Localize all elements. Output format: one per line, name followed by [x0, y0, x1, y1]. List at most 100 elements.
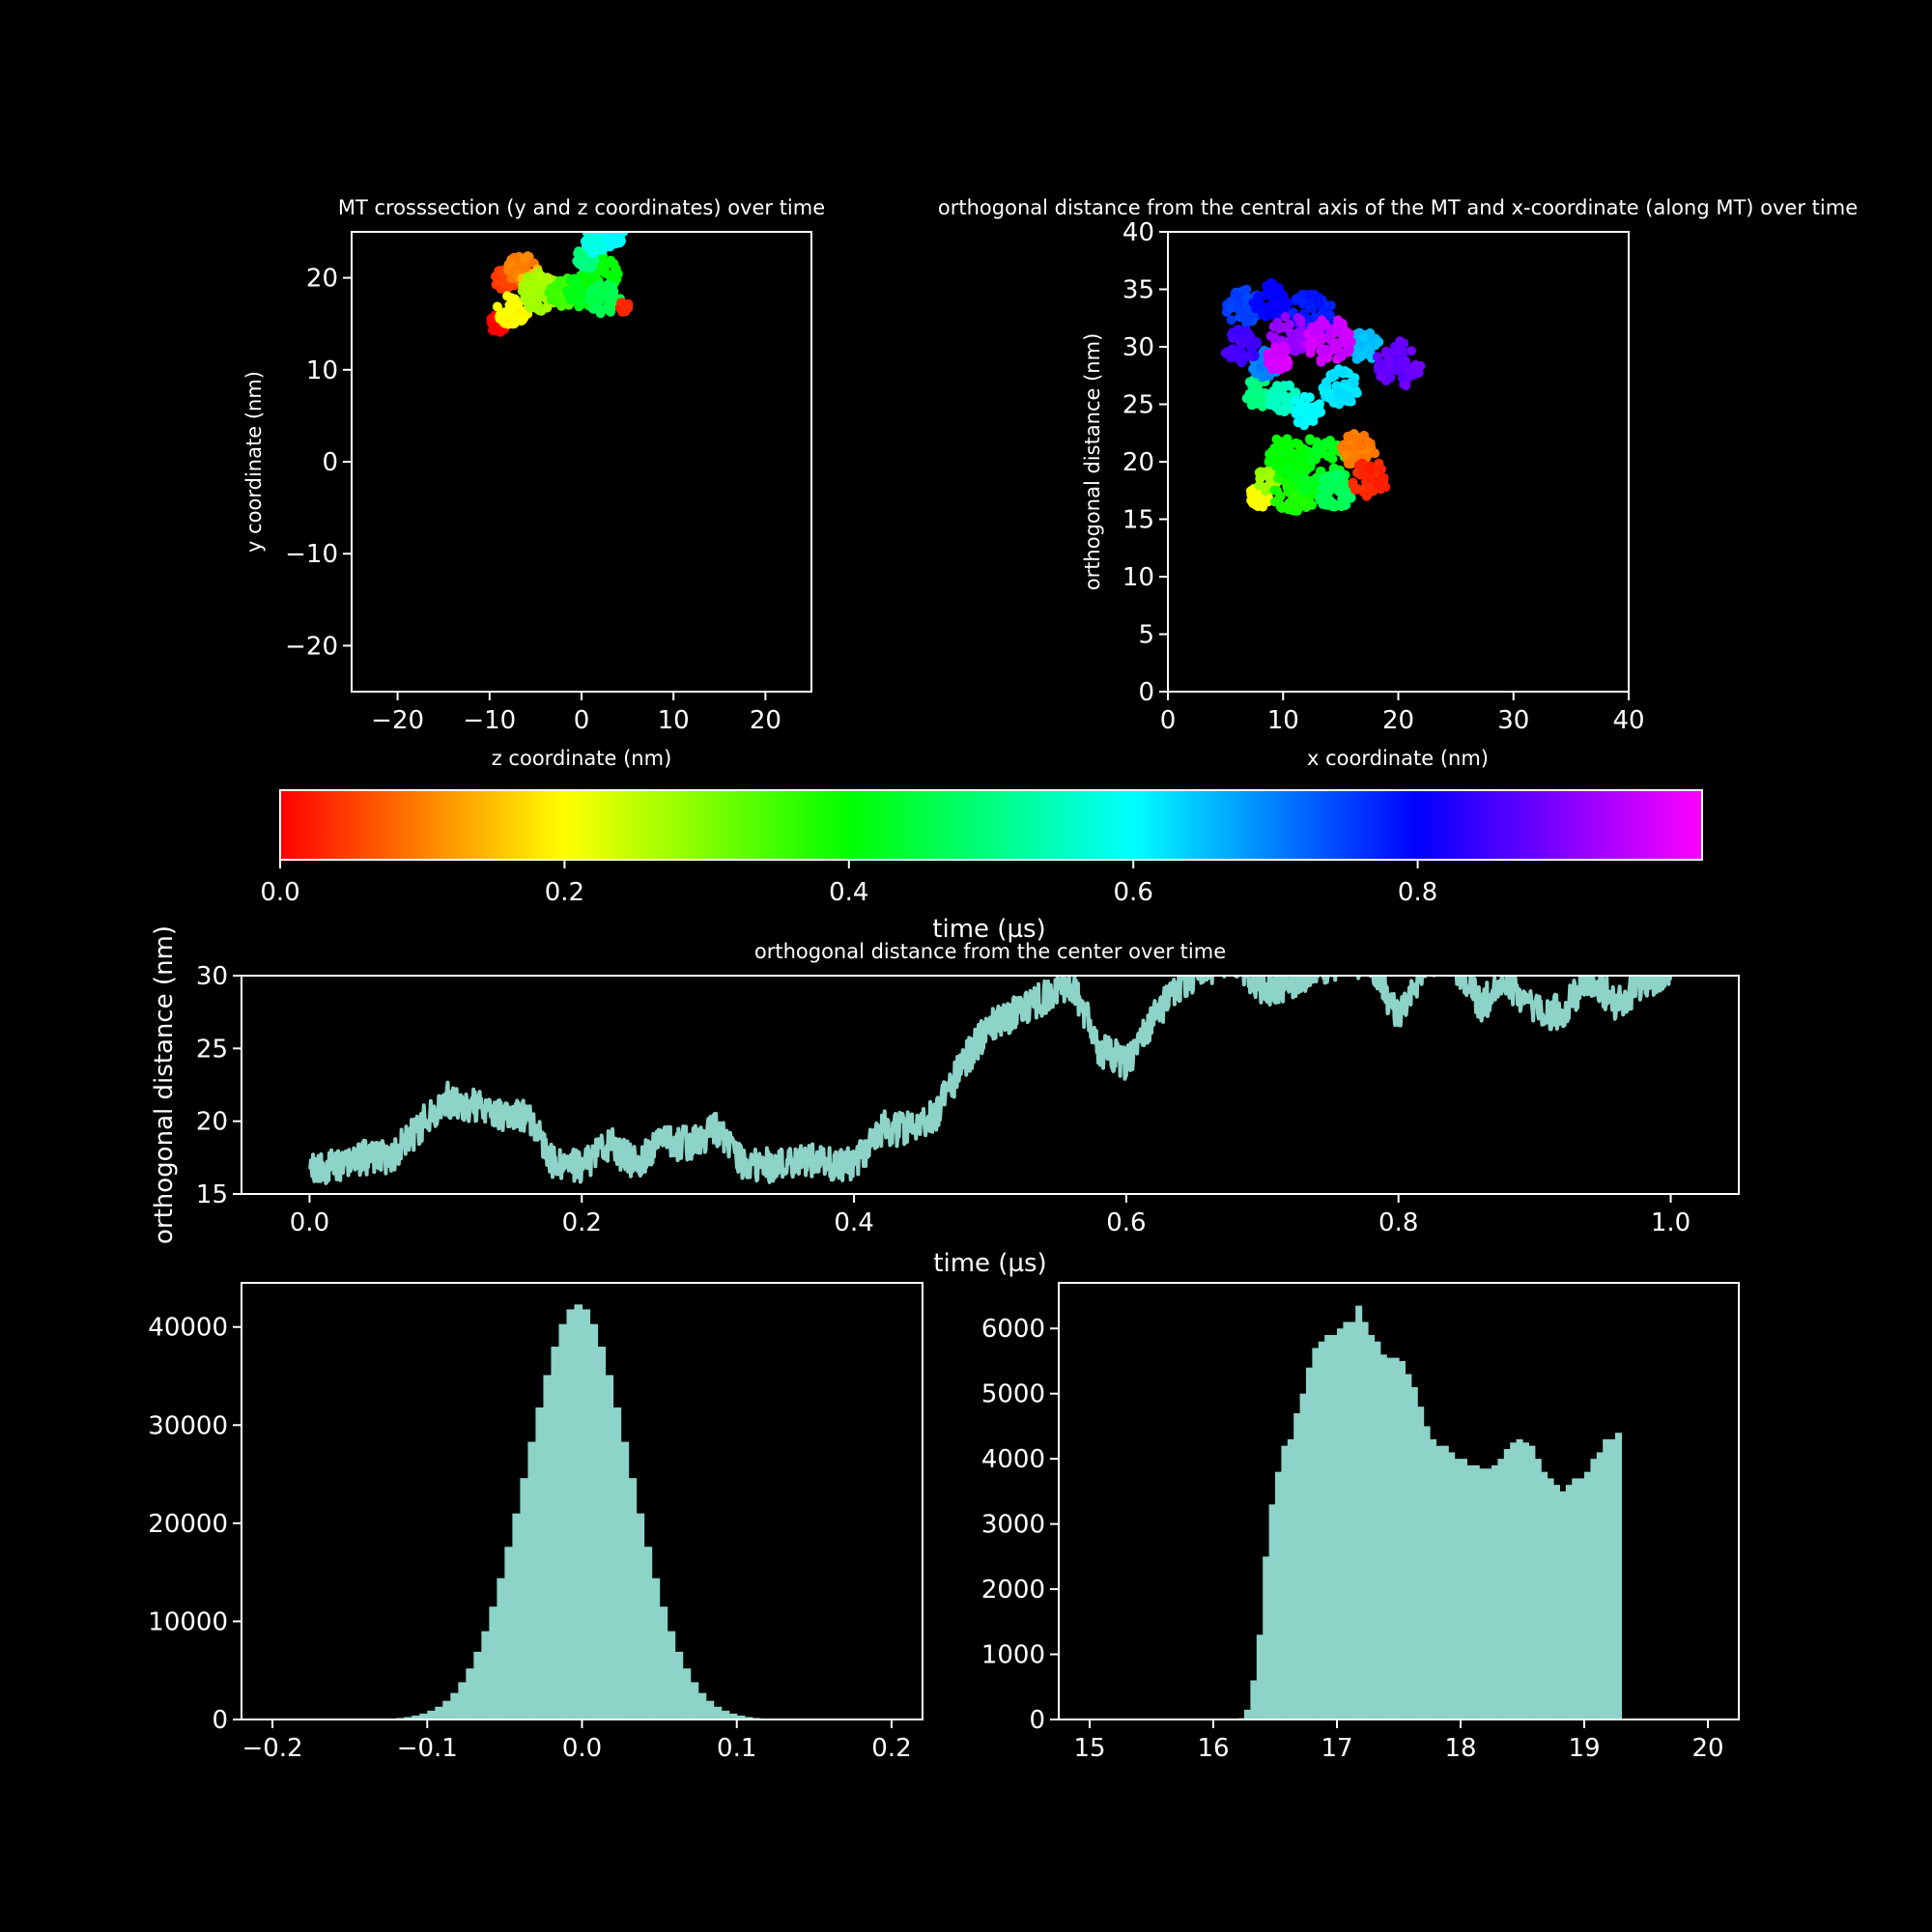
orthogonal-vs-x-point: [1316, 467, 1326, 476]
orthogonal-vs-x-point: [1315, 298, 1324, 309]
hist-left-bar: [582, 1309, 591, 1719]
colorbar: 0.0 0.2 0.4 0.6 0.8 time (µs): [260, 789, 1703, 944]
crosssection-ytick-label: −10: [285, 540, 338, 569]
orthogonal-vs-x-point: [1321, 344, 1331, 355]
orthogonal-vs-x-point: [1248, 341, 1259, 352]
orthogonal-vs-x-point: [1291, 406, 1301, 416]
orthogonal-vs-x-point: [1295, 315, 1306, 326]
hist-right-bar: [1590, 1459, 1598, 1719]
hist-right-bar: [1466, 1464, 1474, 1719]
hist-right-bar: [1306, 1367, 1313, 1719]
hist-left-bar: [442, 1700, 451, 1719]
orthogonal-vs-x-point: [1370, 448, 1380, 459]
orthogonal-vs-x-point: [1304, 289, 1315, 299]
hist-right-ytick-label: 0: [1029, 1706, 1045, 1735]
orthogonal-vs-x-point: [1344, 431, 1354, 441]
hist-left-bar: [605, 1375, 614, 1719]
crosssection-ytick-label: 10: [306, 356, 338, 385]
hist-left-bar: [667, 1631, 676, 1719]
crosssection-point: [569, 291, 580, 301]
hist-left-bar: [690, 1682, 699, 1719]
crosssection-point: [620, 306, 631, 317]
hist-left-bar: [643, 1547, 653, 1719]
orthogonal-vs-x-point: [1269, 443, 1280, 453]
crosssection-point: [606, 306, 616, 317]
hist-right-bar: [1584, 1471, 1591, 1719]
orthogonal-vs-x-point: [1349, 448, 1359, 459]
orthogonal-vs-x-point: [1329, 501, 1340, 512]
crosssection-xtick-label: 20: [750, 706, 781, 735]
orthogonal-vs-x-point: [1321, 377, 1331, 387]
orthogonal-vs-x-point: [1346, 337, 1356, 347]
orthogonal-vs-x-point: [1254, 468, 1264, 478]
orthogonal-vs-x-point: [1321, 438, 1331, 448]
hist-left-bar: [543, 1375, 553, 1719]
hist-left-bar: [713, 1706, 723, 1719]
hist-right-bar: [1263, 1556, 1270, 1719]
hist-right-bar: [1497, 1459, 1505, 1719]
orthogonal-vs-x-point: [1373, 361, 1383, 371]
orthogonal-vs-x-point: [1269, 332, 1280, 343]
hist-right-bar: [1485, 1468, 1492, 1719]
hist-right-bar: [1374, 1341, 1381, 1719]
orthogonal-vs-x-point: [1299, 391, 1310, 402]
orthogonal-vs-x-point: [1331, 343, 1341, 354]
hist-right-ytick-label: 1000: [981, 1641, 1045, 1670]
hist-left-bar: [674, 1651, 684, 1719]
hist-left-bar: [566, 1309, 576, 1719]
orthogonal-vs-x-point: [1300, 446, 1311, 456]
orthogonal-vs-x-point: [1353, 460, 1364, 470]
orthogonal-vs-x-point: [1383, 355, 1394, 365]
hist-left-bar: [520, 1478, 529, 1719]
orthogonal-vs-x-point: [1282, 360, 1293, 371]
hist-right-bar: [1312, 1348, 1320, 1719]
orthogonal-vs-x-point: [1358, 332, 1369, 343]
hist-right-bar: [1510, 1442, 1518, 1719]
crosssection-xtick-label: 0: [574, 706, 590, 735]
orthogonal-vs-x-point: [1266, 289, 1277, 298]
crosssection-point: [542, 302, 553, 313]
hist-right-bar: [1275, 1471, 1282, 1719]
hist-left-bar: [736, 1715, 746, 1719]
orthogonal-vs-x-point: [1342, 390, 1352, 401]
orthogonal-vs-x-point: [1305, 435, 1316, 445]
hist-left-bar: [636, 1513, 645, 1719]
orthogonal-vs-x-ytick-label: 25: [1122, 391, 1154, 420]
crosssection-x-ticks: −20 −10 0 10 20: [371, 692, 781, 735]
hist-right-bar: [1405, 1374, 1412, 1719]
orthogonal-vs-x-xtick-label: 0: [1160, 706, 1177, 735]
orthogonal-vs-x-point: [1264, 310, 1274, 320]
orthogonal-vs-x-point: [1322, 475, 1333, 486]
orthogonal-vs-x-point: [1377, 464, 1386, 474]
distance-over-time-axes-frame: [241, 975, 1740, 1195]
hist-left-ytick-label: 10000: [148, 1607, 228, 1636]
hist-right-bar: [1330, 1334, 1338, 1719]
hist-right-bar: [1399, 1360, 1406, 1719]
hist-left-bar: [705, 1700, 715, 1719]
orthogonal-vs-x-point: [1253, 294, 1264, 304]
orthogonal-vs-x-point: [1318, 499, 1328, 509]
hist-left-bar: [744, 1717, 753, 1719]
hist-left-bar: [527, 1441, 537, 1719]
hist-right-xtick-label: 19: [1568, 1734, 1600, 1763]
orthogonal-vs-x-point: [1394, 344, 1405, 355]
distance-over-time-ytick-label: 25: [196, 1035, 228, 1064]
orthogonal-vs-x-point: [1291, 395, 1301, 406]
orthogonal-vs-x-point: [1241, 326, 1252, 336]
hist-right-bar: [1492, 1464, 1498, 1719]
hist-right-bar: [1299, 1393, 1307, 1719]
distance-over-time-x-ticks: 0.0 0.2 0.4 0.6 0.8 1.0: [290, 1194, 1690, 1237]
orthogonal-vs-x-point: [1316, 355, 1326, 365]
colorbar-tick-label: 0.6: [1114, 878, 1153, 907]
crosssection-xlabel: z coordinate (nm): [492, 747, 672, 770]
colorbar-ticks: 0.0 0.2 0.4 0.6 0.8: [260, 860, 1437, 907]
hist-left-y-ticks: 0 10000 20000 30000 40000: [148, 1314, 242, 1735]
hist-right-bar: [1392, 1357, 1400, 1719]
hist-left-xtick-label: 0.0: [562, 1734, 602, 1763]
distance-over-time-xtick-label: 1.0: [1651, 1208, 1690, 1237]
hist-right-xtick-label: 16: [1197, 1734, 1229, 1763]
orthogonal-vs-x-xtick-label: 10: [1267, 706, 1299, 735]
orthogonal-vs-x-point: [1225, 346, 1236, 356]
crosssection-y-ticks: −20 −10 0 10 20: [285, 265, 352, 661]
orthogonal-vs-x-point: [1244, 377, 1255, 387]
